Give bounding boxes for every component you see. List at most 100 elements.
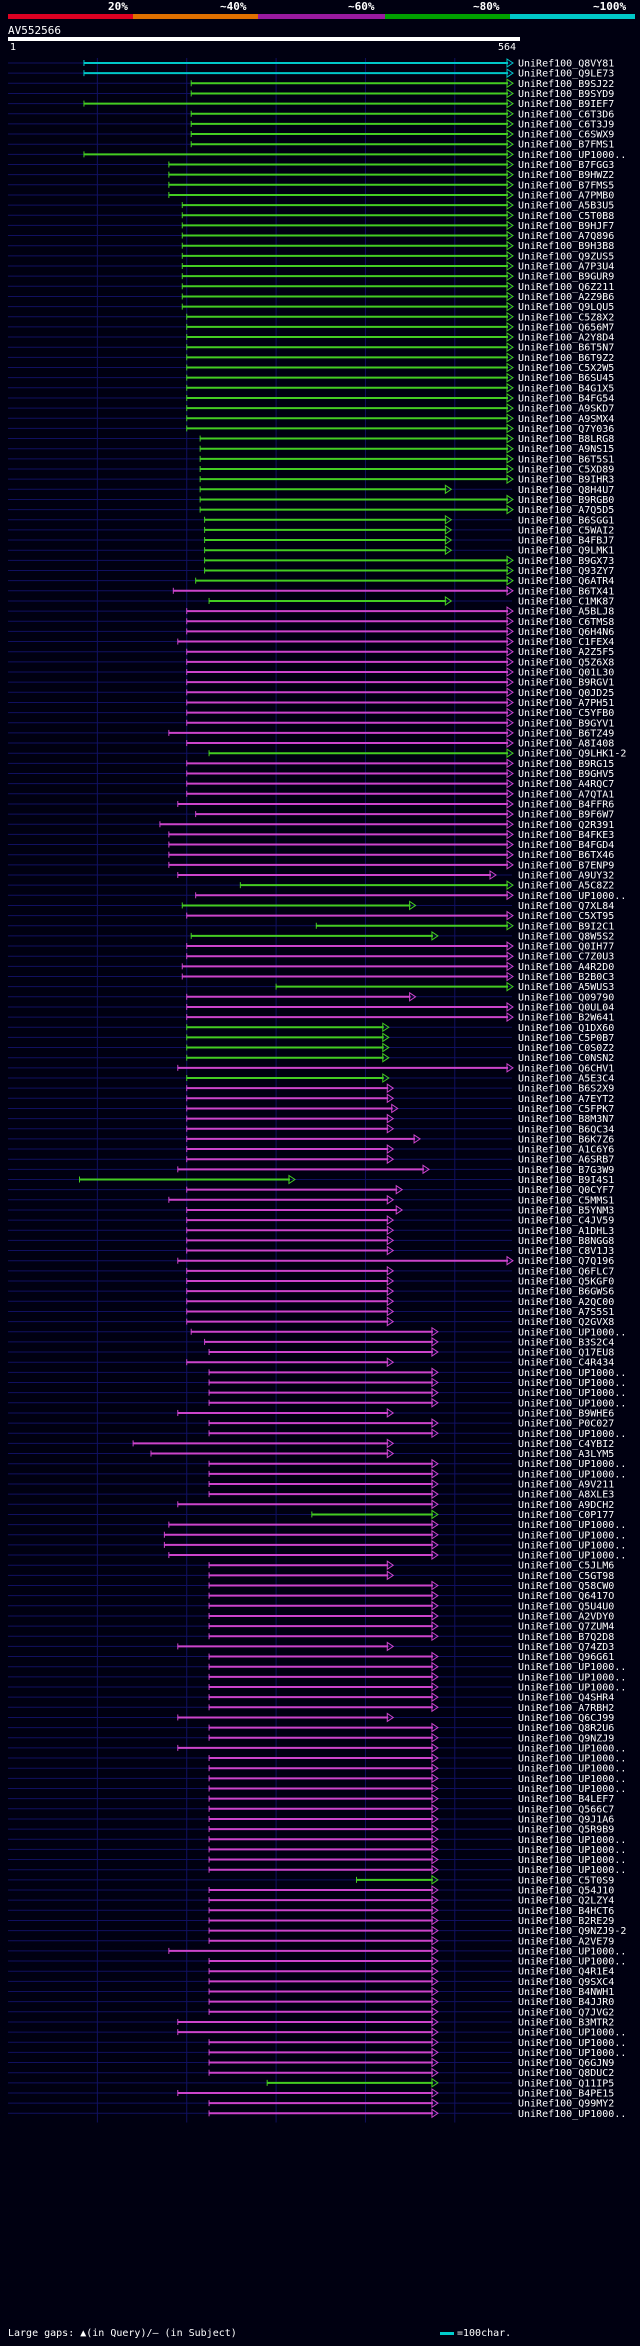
hit-row[interactable]: UniRef100_A2QC00 <box>8 1296 614 1308</box>
hit-row[interactable]: UniRef100_Q6ATR4 <box>8 575 614 587</box>
hit-label[interactable]: UniRef100_B7FGG3 <box>518 160 614 171</box>
hit-label[interactable]: UniRef100_UP1000.. <box>518 2028 626 2039</box>
hit-row[interactable]: UniRef100_C6TMS8 <box>8 616 614 628</box>
hit-label[interactable]: UniRef100_C0P177 <box>518 1510 614 1521</box>
hit-row[interactable]: UniRef100_B3MTR2 <box>8 2017 614 2028</box>
hit-row[interactable]: UniRef100_B4JJR0 <box>8 1996 614 2008</box>
hit-label[interactable]: UniRef100_B6QC34 <box>518 1124 614 1135</box>
hit-row[interactable]: UniRef100_UP1000.. <box>8 1682 626 1694</box>
hit-row[interactable]: UniRef100_A9SKD7 <box>8 403 614 415</box>
hit-label[interactable]: UniRef100_Q7JVG2 <box>518 2007 614 2018</box>
hit-row[interactable]: UniRef100_UP1000.. <box>8 1519 626 1531</box>
hit-label[interactable]: UniRef100_A5E3C4 <box>518 1074 614 1085</box>
hit-row[interactable]: UniRef100_B6S2X9 <box>8 1083 614 1095</box>
hit-row[interactable]: UniRef100_Q8DUC2 <box>8 2067 614 2079</box>
hit-label[interactable]: UniRef100_A7EYT2 <box>518 1094 614 1105</box>
hit-row[interactable]: UniRef100_B4G1X5 <box>8 382 614 394</box>
hit-row[interactable]: UniRef100_UP1000.. <box>8 1468 626 1480</box>
hit-label[interactable]: UniRef100_UP1000.. <box>518 1946 626 1957</box>
hit-row[interactable]: UniRef100_B4FG54 <box>8 393 614 404</box>
hit-row[interactable]: UniRef100_C5T0S9 <box>8 1874 614 1886</box>
hit-label[interactable]: UniRef100_A5C8Z2 <box>518 881 614 892</box>
hit-label[interactable]: UniRef100_B9GHV5 <box>518 769 614 780</box>
hit-row[interactable]: UniRef100_Q99MY2 <box>8 2098 614 2110</box>
hit-row[interactable]: UniRef100_UP1000.. <box>8 2037 626 2049</box>
hit-label[interactable]: UniRef100_Q01L30 <box>518 668 614 679</box>
hit-row[interactable]: UniRef100_A6SRB7 <box>8 1154 614 1166</box>
hit-label[interactable]: UniRef100_C1MK87 <box>518 596 614 607</box>
hit-row[interactable]: UniRef100_B9F6W7 <box>8 809 614 821</box>
hit-row[interactable]: UniRef100_UP1000.. <box>8 1753 626 1765</box>
hit-row[interactable]: UniRef100_A5E3C4 <box>8 1073 614 1085</box>
hit-label[interactable]: UniRef100_Q5U4U0 <box>518 1601 614 1612</box>
hit-row[interactable]: UniRef100_B6TZ49 <box>8 727 614 739</box>
hit-row[interactable]: UniRef100_A7P3U4 <box>8 261 614 273</box>
hit-label[interactable]: UniRef100_A2VE79 <box>518 1936 614 1947</box>
hit-row[interactable]: UniRef100_B9IEF7 <box>8 98 614 110</box>
hit-row[interactable]: UniRef100_B9GX73 <box>8 555 614 567</box>
hit-label[interactable]: UniRef100_B9HJF7 <box>518 221 614 232</box>
hit-label[interactable]: UniRef100_A7PH51 <box>518 698 614 709</box>
hit-row[interactable]: UniRef100_A9DCH2 <box>8 1499 614 1511</box>
hit-label[interactable]: UniRef100_Q9LQU5 <box>518 302 614 313</box>
hit-label[interactable]: UniRef100_A2QC00 <box>518 1297 614 1308</box>
hit-label[interactable]: UniRef100_B7FMS5 <box>518 180 614 191</box>
hit-row[interactable]: UniRef100_B4FBJ7 <box>8 535 614 547</box>
hit-label[interactable]: UniRef100_B7G3W9 <box>518 1165 614 1176</box>
hit-label[interactable]: UniRef100_A7PMB0 <box>518 190 614 201</box>
hit-label[interactable]: UniRef100_A4RQC7 <box>518 779 614 790</box>
hit-row[interactable]: UniRef100_C5YFB0 <box>8 707 614 719</box>
hit-row[interactable]: UniRef100_A5WUS3 <box>8 981 614 993</box>
hit-label[interactable]: UniRef100_B3S2C4 <box>518 1337 614 1348</box>
hit-row[interactable]: UniRef100_Q9NZJ9 <box>8 1732 614 1744</box>
hit-label[interactable]: UniRef100_Q0IH77 <box>518 942 614 953</box>
hit-row[interactable]: UniRef100_B7Q2D8 <box>8 1631 614 1643</box>
hit-label[interactable]: UniRef100_B4PE15 <box>518 2089 614 2100</box>
hit-label[interactable]: UniRef100_Q6417O <box>518 1591 614 1602</box>
hit-row[interactable]: UniRef100_B8NGG8 <box>8 1235 614 1247</box>
hit-row[interactable]: UniRef100_B9RGB0 <box>8 494 614 506</box>
hit-label[interactable]: UniRef100_Q0CYF7 <box>518 1185 614 1196</box>
hit-label[interactable]: UniRef100_C6T3J9 <box>518 119 614 130</box>
hit-row[interactable]: UniRef100_UP1000.. <box>8 149 626 161</box>
hit-label[interactable]: UniRef100_Q9SXC4 <box>518 1977 614 1988</box>
hit-row[interactable]: UniRef100_A7Q5D5 <box>8 504 614 516</box>
hit-label[interactable]: UniRef100_A7S5S1 <box>518 1307 614 1318</box>
hit-row[interactable]: UniRef100_Q4R1E4 <box>8 1966 614 1978</box>
hit-label[interactable]: UniRef100_A7QTA1 <box>518 789 614 800</box>
hit-label[interactable]: UniRef100_B4FFR6 <box>518 799 614 810</box>
hit-label[interactable]: UniRef100_UP1000.. <box>518 2048 626 2059</box>
hit-label[interactable]: UniRef100_B6SU45 <box>518 373 614 384</box>
hit-row[interactable]: UniRef100_Q6CHV1 <box>8 1062 614 1074</box>
hit-row[interactable]: UniRef100_UP1000.. <box>8 1864 626 1876</box>
hit-row[interactable]: UniRef100_Q2GVX8 <box>8 1316 614 1328</box>
hit-label[interactable]: UniRef100_UP1000.. <box>518 1865 626 1876</box>
hit-row[interactable]: UniRef100_Q7Q196 <box>8 1255 614 1267</box>
hit-label[interactable]: UniRef100_A5WUS3 <box>518 982 614 993</box>
hit-row[interactable]: UniRef100_C5XT95 <box>8 910 614 922</box>
hit-label[interactable]: UniRef100_C5P0B7 <box>518 1033 614 1044</box>
hit-row[interactable]: UniRef100_B2RE29 <box>8 1915 614 1927</box>
hit-label[interactable]: UniRef100_UP1000.. <box>518 1774 626 1785</box>
hit-label[interactable]: UniRef100_Q2GVX8 <box>518 1317 614 1328</box>
hit-label[interactable]: UniRef100_A9SKD7 <box>518 404 614 415</box>
hit-label[interactable]: UniRef100_UP1000.. <box>518 1530 626 1541</box>
hit-row[interactable]: UniRef100_UP1000.. <box>8 1326 626 1338</box>
hit-label[interactable]: UniRef100_B4G1X5 <box>518 383 614 394</box>
hit-row[interactable]: UniRef100_C6T3D6 <box>8 108 614 120</box>
hit-label[interactable]: UniRef100_B9RG15 <box>518 759 614 770</box>
hit-row[interactable]: UniRef100_Q0UL04 <box>8 1002 614 1013</box>
hit-row[interactable]: UniRef100_C5P0B7 <box>8 1032 614 1044</box>
hit-label[interactable]: UniRef100_Q09790 <box>518 992 614 1003</box>
hit-label[interactable]: UniRef100_B3MTR2 <box>518 2017 614 2028</box>
hit-row[interactable]: UniRef100_Q0JD25 <box>8 687 614 699</box>
hit-label[interactable]: UniRef100_B6T5S1 <box>518 454 614 465</box>
hit-row[interactable]: UniRef100_A2Z9B6 <box>8 291 614 303</box>
hit-row[interactable]: UniRef100_A1DHL3 <box>8 1225 614 1237</box>
hit-row[interactable]: UniRef100_Q9SXC4 <box>8 1976 614 1988</box>
hit-label[interactable]: UniRef100_B6TX41 <box>518 586 614 597</box>
hit-row[interactable]: UniRef100_C0P177 <box>8 1509 614 1521</box>
hit-label[interactable]: UniRef100_B9I4S1 <box>518 1175 614 1186</box>
hit-label[interactable]: UniRef100_B6T9Z2 <box>518 353 614 364</box>
hit-row[interactable]: UniRef100_Q8W5S2 <box>8 930 614 942</box>
